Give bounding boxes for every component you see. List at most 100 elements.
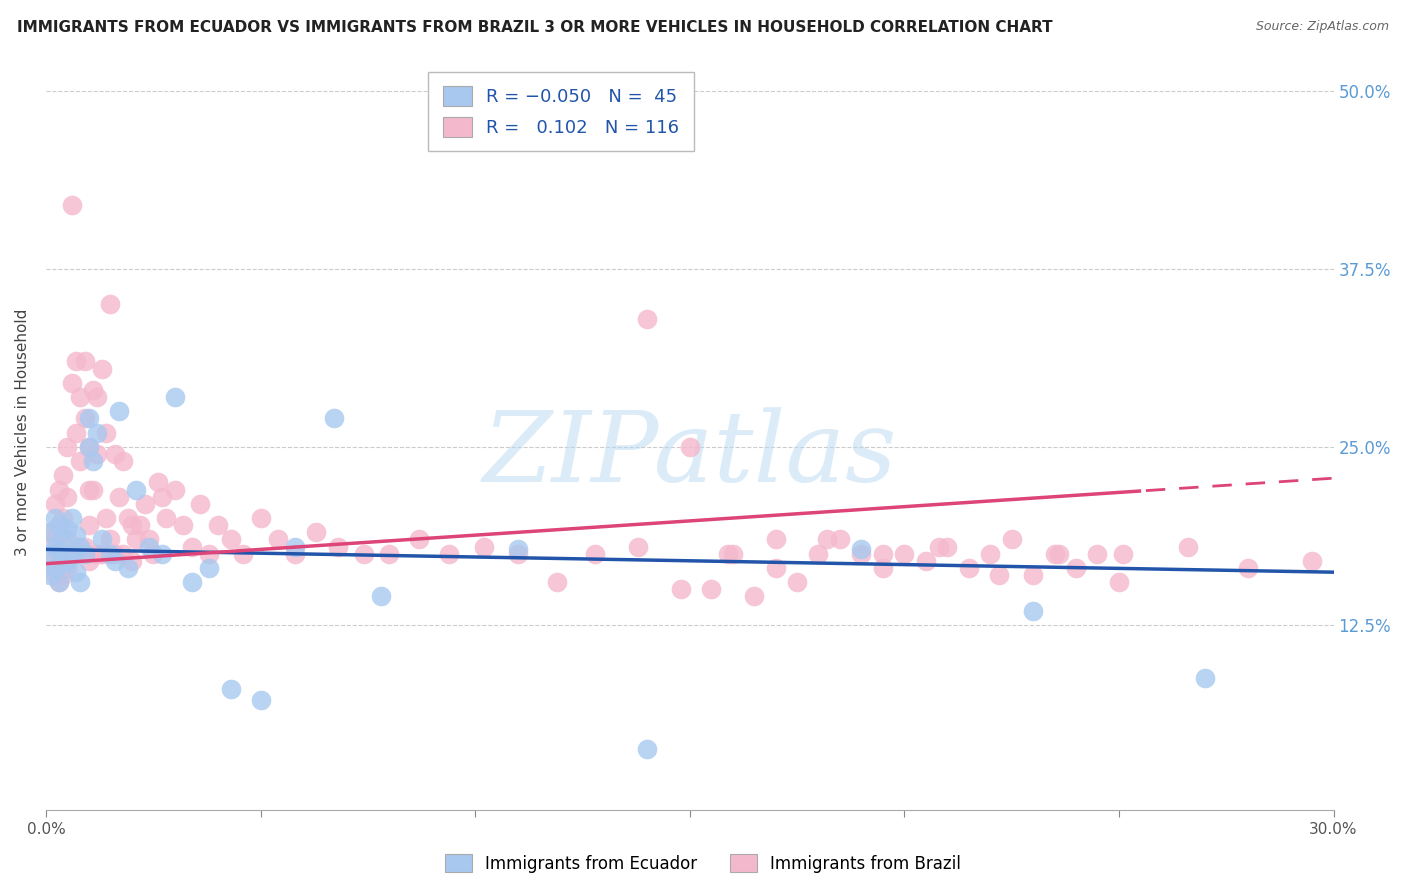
Point xyxy=(546,575,568,590)
Point xyxy=(1108,575,1130,590)
Point xyxy=(472,540,495,554)
Point xyxy=(765,533,787,547)
Point xyxy=(322,411,344,425)
Point xyxy=(69,454,91,468)
Point xyxy=(936,540,959,554)
Point xyxy=(82,454,104,468)
Point xyxy=(150,490,173,504)
Point xyxy=(112,454,135,468)
Point xyxy=(56,561,79,575)
Point xyxy=(60,547,83,561)
Point xyxy=(44,561,66,575)
Point xyxy=(82,383,104,397)
Point xyxy=(65,425,87,440)
Point xyxy=(1177,540,1199,554)
Point xyxy=(125,483,148,497)
Point xyxy=(77,518,100,533)
Point xyxy=(249,511,271,525)
Point xyxy=(1087,547,1109,561)
Point xyxy=(851,542,873,557)
Point xyxy=(987,568,1010,582)
Point xyxy=(48,518,70,533)
Point xyxy=(56,440,79,454)
Point xyxy=(69,540,91,554)
Point xyxy=(52,468,75,483)
Point xyxy=(378,547,401,561)
Point xyxy=(104,554,127,568)
Point xyxy=(190,497,212,511)
Point xyxy=(77,554,100,568)
Point xyxy=(60,376,83,390)
Point xyxy=(48,575,70,590)
Point xyxy=(48,518,70,533)
Point xyxy=(872,547,894,561)
Point xyxy=(65,547,87,561)
Point xyxy=(117,561,139,575)
Point xyxy=(129,518,152,533)
Point xyxy=(69,540,91,554)
Legend: R = −0.050   N =  45, R =   0.102   N = 116: R = −0.050 N = 45, R = 0.102 N = 116 xyxy=(429,71,693,152)
Point xyxy=(104,547,127,561)
Point xyxy=(39,525,62,540)
Point xyxy=(125,533,148,547)
Point xyxy=(851,547,873,561)
Point xyxy=(408,533,430,547)
Point xyxy=(979,547,1001,561)
Point xyxy=(138,533,160,547)
Point xyxy=(112,547,135,561)
Point xyxy=(326,540,349,554)
Point xyxy=(60,511,83,525)
Point xyxy=(82,483,104,497)
Point xyxy=(928,540,950,554)
Point xyxy=(56,533,79,547)
Point xyxy=(669,582,692,597)
Point xyxy=(163,483,186,497)
Point xyxy=(73,540,96,554)
Point xyxy=(52,511,75,525)
Point xyxy=(73,411,96,425)
Point xyxy=(627,540,650,554)
Point xyxy=(957,561,980,575)
Point xyxy=(1064,561,1087,575)
Point xyxy=(98,547,121,561)
Point xyxy=(94,425,117,440)
Point xyxy=(163,390,186,404)
Point xyxy=(786,575,808,590)
Point xyxy=(1301,554,1323,568)
Point xyxy=(48,547,70,561)
Point xyxy=(39,525,62,540)
Point xyxy=(155,511,177,525)
Point xyxy=(249,693,271,707)
Point xyxy=(52,557,75,571)
Point xyxy=(108,404,131,418)
Point xyxy=(48,542,70,557)
Point xyxy=(893,547,915,561)
Point xyxy=(232,547,254,561)
Point xyxy=(44,533,66,547)
Point xyxy=(914,554,936,568)
Point xyxy=(717,547,740,561)
Point xyxy=(267,533,290,547)
Text: IMMIGRANTS FROM ECUADOR VS IMMIGRANTS FROM BRAZIL 3 OR MORE VEHICLES IN HOUSEHOL: IMMIGRANTS FROM ECUADOR VS IMMIGRANTS FR… xyxy=(17,20,1053,35)
Point xyxy=(1194,671,1216,685)
Point xyxy=(77,483,100,497)
Point xyxy=(77,440,100,454)
Point xyxy=(815,533,838,547)
Point xyxy=(700,582,723,597)
Point xyxy=(180,540,202,554)
Point xyxy=(172,518,194,533)
Point xyxy=(90,547,112,561)
Point xyxy=(370,590,392,604)
Point xyxy=(65,354,87,368)
Point xyxy=(56,554,79,568)
Point xyxy=(828,533,851,547)
Point xyxy=(583,547,606,561)
Point xyxy=(636,311,658,326)
Point xyxy=(77,411,100,425)
Point xyxy=(146,475,169,490)
Point xyxy=(198,561,221,575)
Point xyxy=(52,533,75,547)
Point xyxy=(284,540,307,554)
Legend: Immigrants from Ecuador, Immigrants from Brazil: Immigrants from Ecuador, Immigrants from… xyxy=(439,847,967,880)
Point xyxy=(1022,568,1045,582)
